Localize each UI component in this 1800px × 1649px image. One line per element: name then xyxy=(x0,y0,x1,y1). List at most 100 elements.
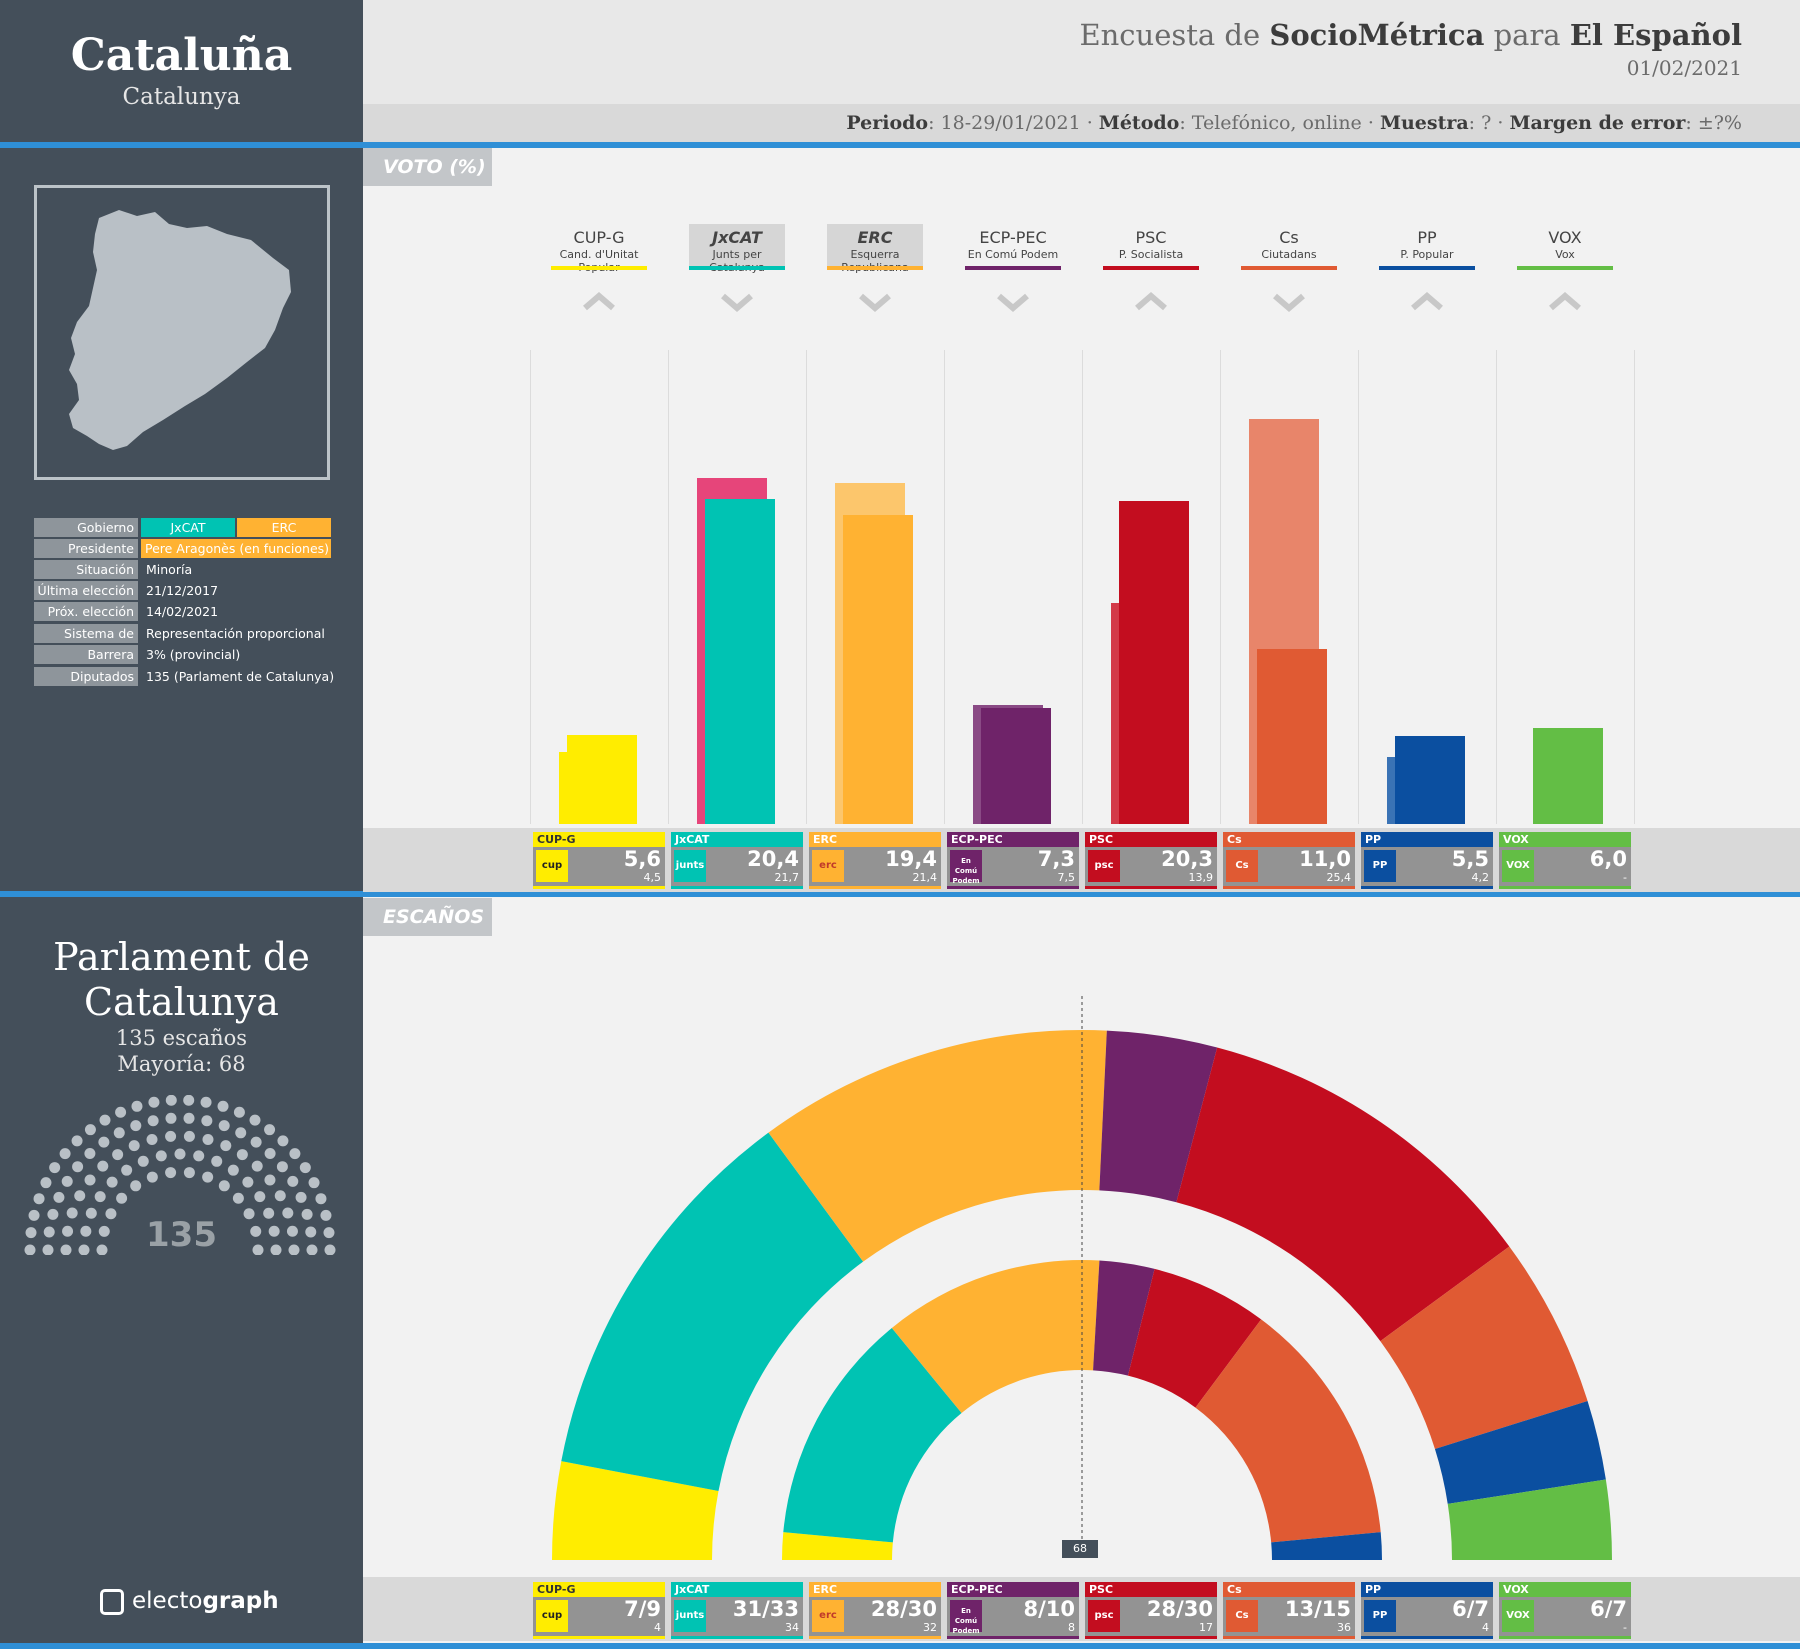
gov-party-2: ERC xyxy=(237,518,331,537)
bar-current-PSC xyxy=(1119,500,1189,824)
header-strip xyxy=(363,104,1800,142)
party-fullname-VOX: Vox xyxy=(1555,248,1575,261)
seat-dot xyxy=(264,1124,276,1136)
card-value: 11,0 xyxy=(1299,847,1351,871)
card-vote-ECP-PEC: ECP-PEC En Comú Podem 7,3 7,5 xyxy=(947,832,1079,889)
seat-dot xyxy=(128,1140,140,1152)
card-value: 5,6 xyxy=(623,847,661,871)
bar-current-VOX xyxy=(1533,728,1603,824)
party-line-ERC xyxy=(827,266,923,270)
seat-dot xyxy=(193,1150,205,1162)
card-previous-value: 4,2 xyxy=(1471,871,1490,884)
seat-dot xyxy=(98,1225,110,1237)
card-vote-ERC: ERC erc 19,4 21,4 xyxy=(809,832,941,889)
party-name-VOX: VOX xyxy=(1548,228,1582,247)
seat-dot xyxy=(71,1135,83,1147)
mini-hemicycle-icon xyxy=(24,1095,336,1255)
seat-cards-strip xyxy=(363,1577,1800,1641)
party-line-VOX xyxy=(1517,266,1613,270)
party-highlight-ERC xyxy=(827,224,923,266)
card-party-label: ERC xyxy=(809,832,941,847)
seat-dot xyxy=(165,1112,177,1124)
bar-current-ERC xyxy=(843,515,913,824)
seat-arc-poll-CUP-G xyxy=(552,1461,719,1560)
seat-dot xyxy=(98,1136,110,1148)
seat-dot xyxy=(174,1148,186,1160)
seat-dot xyxy=(28,1209,40,1221)
party-name-ERC: ERC xyxy=(857,228,893,247)
card-vote-JxCAT: JxCAT junts 20,4 21,7 xyxy=(671,832,803,889)
seat-dot xyxy=(59,1148,71,1160)
card-value: 20,3 xyxy=(1161,847,1213,871)
pp-logo-icon: PP xyxy=(1364,850,1396,882)
seat-dot xyxy=(78,1244,90,1255)
card-previous-value: 7,5 xyxy=(1057,871,1076,884)
card-party-label: CUP-G xyxy=(533,832,665,847)
party-name-Cs: Cs xyxy=(1279,228,1299,247)
jxcat-logo-icon: junts xyxy=(674,850,706,882)
seat-dot xyxy=(306,1244,318,1255)
seat-dot xyxy=(252,1244,264,1255)
seat-dot xyxy=(99,1114,111,1126)
parliament-seats: 135 escaños xyxy=(115,1026,248,1050)
chevron-down-icon xyxy=(1273,293,1305,312)
card-previous-value: 25,4 xyxy=(1326,871,1352,884)
seat-dot xyxy=(282,1207,294,1219)
seat-dot xyxy=(146,1171,158,1183)
region-title: Cataluña xyxy=(70,30,293,81)
bar-current-PP xyxy=(1395,736,1465,824)
seat-dot xyxy=(250,1136,262,1148)
party-fullname-Cs: Ciutadans xyxy=(1261,248,1317,261)
seat-dot xyxy=(96,1244,108,1255)
seat-dot xyxy=(49,1162,61,1174)
seat-dot xyxy=(202,1133,214,1145)
divider-middle xyxy=(0,891,1800,897)
seat-arc-poll-PSC xyxy=(1176,1047,1510,1342)
seat-dot xyxy=(72,1161,84,1173)
poll-title: Encuesta de SocioMétrica para El Español xyxy=(1079,18,1742,52)
seat-dot xyxy=(295,1191,307,1203)
card-underline xyxy=(533,886,665,889)
info-presidente: Presidente Pere Aragonès (en funciones) xyxy=(34,539,334,558)
poll-meta: Periodo: 18-29/01/2021 · Método: Telefón… xyxy=(846,112,1742,134)
column-separator xyxy=(668,350,669,824)
seat-dot xyxy=(165,1167,177,1179)
info-gobierno: Gobierno JxCAT ERC xyxy=(34,518,334,537)
seat-dot xyxy=(116,1192,128,1204)
bar-current-ECP-PEC xyxy=(981,707,1051,824)
seat-hemicycle xyxy=(552,996,1612,1560)
seat-dot xyxy=(94,1191,106,1203)
seat-dot xyxy=(84,1148,96,1160)
catalonia-map-icon xyxy=(69,210,291,450)
seat-dot xyxy=(40,1177,52,1189)
seat-dot xyxy=(277,1135,289,1147)
seat-dot xyxy=(274,1190,286,1202)
seat-dot xyxy=(218,1120,230,1132)
parliament-majority: Mayoría: 68 xyxy=(117,1052,246,1076)
card-value: 19,4 xyxy=(885,847,937,871)
seat-dot xyxy=(308,1177,320,1189)
seat-dot xyxy=(227,1164,239,1176)
card-vote-CUP-G: CUP-G cup 5,6 4,5 xyxy=(533,832,665,889)
seat-arc-previous-PP xyxy=(1271,1532,1382,1560)
column-separator xyxy=(1220,350,1221,824)
card-party-label: PP xyxy=(1361,832,1493,847)
seat-dot xyxy=(305,1226,317,1238)
poll-date: 01/02/2021 xyxy=(1626,56,1742,80)
party-name-PP: PP xyxy=(1417,228,1437,247)
seat-dot xyxy=(42,1244,54,1255)
seat-dot xyxy=(217,1100,229,1112)
seat-dot xyxy=(254,1191,266,1203)
seat-dot xyxy=(137,1155,149,1167)
party-name-JxCAT: JxCAT xyxy=(712,228,762,247)
seat-dot xyxy=(263,1207,275,1219)
seat-dot xyxy=(60,1244,72,1255)
seat-arc-poll-PP xyxy=(1434,1400,1606,1504)
seat-dot xyxy=(146,1133,158,1145)
card-underline xyxy=(1085,886,1217,889)
column-separator xyxy=(944,350,945,824)
divider-top xyxy=(0,142,1800,148)
card-vote-Cs: Cs Cs 11,0 25,4 xyxy=(1223,832,1355,889)
column-separator xyxy=(806,350,807,824)
